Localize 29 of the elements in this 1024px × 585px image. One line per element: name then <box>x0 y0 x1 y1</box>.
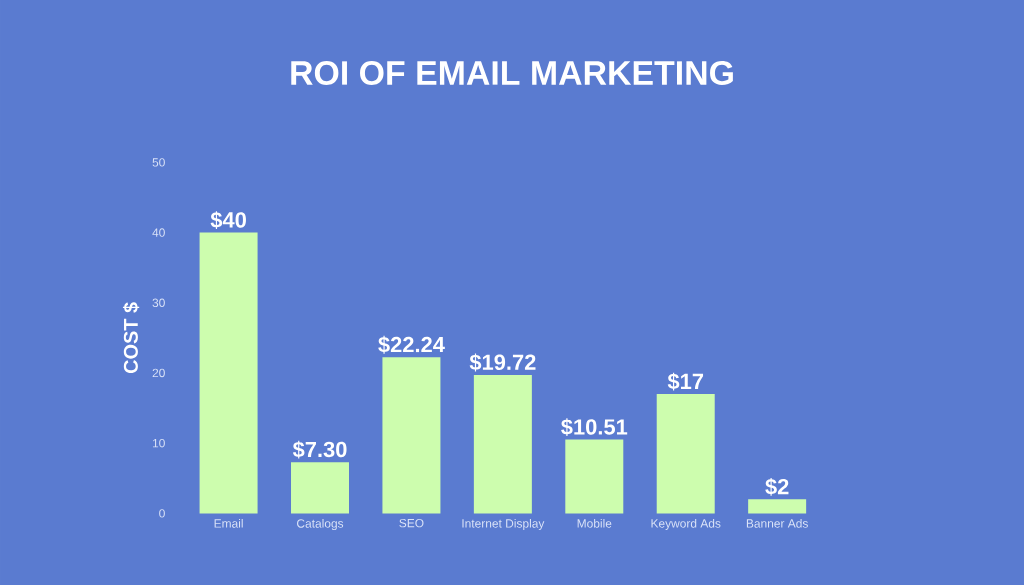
chart-title: ROI OF EMAIL MARKETING <box>291 60 733 85</box>
bar <box>656 394 715 514</box>
y-tick-label: 0 <box>159 509 165 518</box>
y-tick-label: 50 <box>152 158 165 167</box>
bar <box>748 499 807 514</box>
data-label: $19.72 <box>469 353 536 372</box>
y-tick-label: 20 <box>152 368 165 378</box>
data-label: $10.51 <box>561 418 628 437</box>
bar <box>382 357 441 514</box>
y-tick-label: 30 <box>152 298 165 308</box>
bar <box>291 462 350 514</box>
x-tick-label: SEO <box>399 518 424 528</box>
x-tick-label: Catalogs <box>297 518 344 531</box>
bar <box>199 232 258 514</box>
bar <box>473 374 532 514</box>
x-tick-label: Keyword Ads <box>651 518 721 531</box>
y-tick-label: 40 <box>152 228 165 237</box>
x-tick-label: Internet Display <box>462 518 545 531</box>
data-label: $22.24 <box>378 335 445 354</box>
data-label: $17 <box>667 372 704 391</box>
data-label: $2 <box>765 477 789 496</box>
x-tick-label: Email <box>214 518 243 528</box>
x-tick-label: Banner Ads <box>746 518 808 528</box>
data-label: $7.30 <box>292 440 347 459</box>
y-tick-label: 10 <box>152 438 165 448</box>
data-label: $40 <box>210 211 246 230</box>
y-axis-title: COST $ <box>122 302 140 374</box>
x-tick-label: Mobile <box>577 518 612 528</box>
bar <box>565 439 624 514</box>
